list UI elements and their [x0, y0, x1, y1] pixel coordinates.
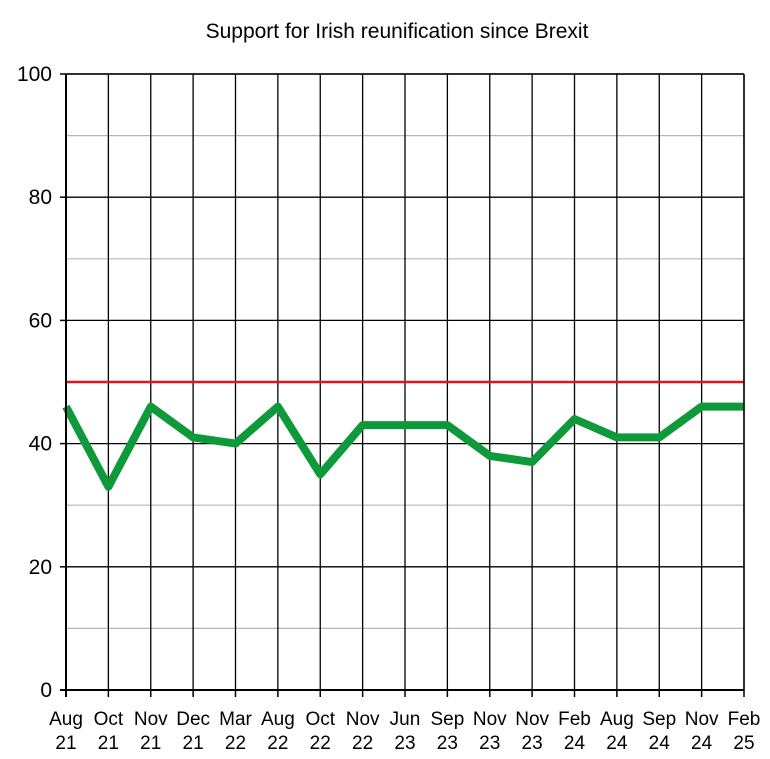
data-point-10: [489, 455, 491, 457]
x-tick-year-13: 24: [606, 733, 628, 754]
data-point-13: [616, 436, 618, 438]
data-point-11: [531, 461, 533, 463]
x-tick-month-4: Mar: [219, 709, 252, 730]
y-tick-label-2: 40: [29, 433, 52, 456]
y-tick-label-0: 0: [40, 679, 52, 702]
x-tick-month-0: Aug: [49, 709, 83, 730]
x-tick-year-11: 23: [522, 733, 543, 754]
x-tick-labels: Aug 21 Oct 21 Nov 21 Dec 21 Mar 22 Aug 22 Oct 22 Nov 22…: [49, 709, 760, 754]
x-tick-year-0: 21: [55, 733, 76, 754]
x-tick-month-9: Sep: [430, 709, 464, 730]
x-tick-year-14: 24: [649, 733, 671, 754]
x-tick-year-3: 21: [183, 733, 204, 754]
x-tick-month-10: Nov: [473, 709, 507, 730]
x-tick-year-16: 25: [733, 733, 754, 754]
y-tick-labels: 0 20 40 60 80 100: [17, 63, 52, 702]
x-tick-month-15: Nov: [685, 709, 719, 730]
data-point-3: [192, 436, 194, 438]
x-tick-year-5: 22: [267, 733, 288, 754]
y-tick-label-5: 100: [17, 63, 52, 86]
x-tick-year-7: 22: [352, 733, 373, 754]
x-tick-month-6: Oct: [305, 709, 335, 730]
data-point-14: [658, 436, 660, 438]
x-tick-year-6: 22: [310, 733, 331, 754]
y-tick-label-4: 80: [29, 186, 52, 209]
x-tick-year-2: 21: [140, 733, 161, 754]
x-tick-year-10: 23: [479, 733, 500, 754]
x-tick-year-9: 23: [437, 733, 458, 754]
chart-title: Support for Irish reunification since Br…: [206, 20, 589, 43]
data-point-5: [277, 406, 279, 408]
x-tick-year-1: 21: [98, 733, 119, 754]
y-tick-label-3: 60: [29, 309, 52, 332]
data-point-2: [150, 406, 152, 408]
data-point-15: [701, 406, 703, 408]
x-tick-year-8: 23: [394, 733, 415, 754]
data-point-6: [319, 473, 321, 475]
y-tick-label-1: 20: [29, 556, 52, 579]
x-tick-month-3: Dec: [176, 709, 210, 730]
x-tick-month-13: Aug: [600, 709, 634, 730]
x-tick-month-11: Nov: [515, 709, 549, 730]
x-tick-month-1: Oct: [94, 709, 124, 730]
data-point-1: [107, 486, 109, 488]
x-tick-year-4: 22: [225, 733, 246, 754]
x-tick-month-8: Jun: [390, 709, 421, 730]
data-point-12: [574, 418, 575, 420]
data-point-7: [362, 424, 364, 426]
x-tick-month-14: Sep: [642, 709, 676, 730]
x-tick-month-12: Feb: [558, 709, 591, 730]
data-point-8: [404, 424, 406, 426]
x-tick-month-5: Aug: [261, 709, 295, 730]
x-tick-year-12: 24: [564, 733, 586, 754]
x-tick-month-2: Nov: [134, 709, 168, 730]
x-tick-month-16: Feb: [728, 709, 761, 730]
x-tick-month-7: Nov: [346, 709, 380, 730]
x-tick-year-15: 24: [691, 733, 713, 754]
data-point-4: [235, 443, 236, 445]
axes: [60, 73, 745, 697]
data-point-9: [446, 424, 448, 426]
